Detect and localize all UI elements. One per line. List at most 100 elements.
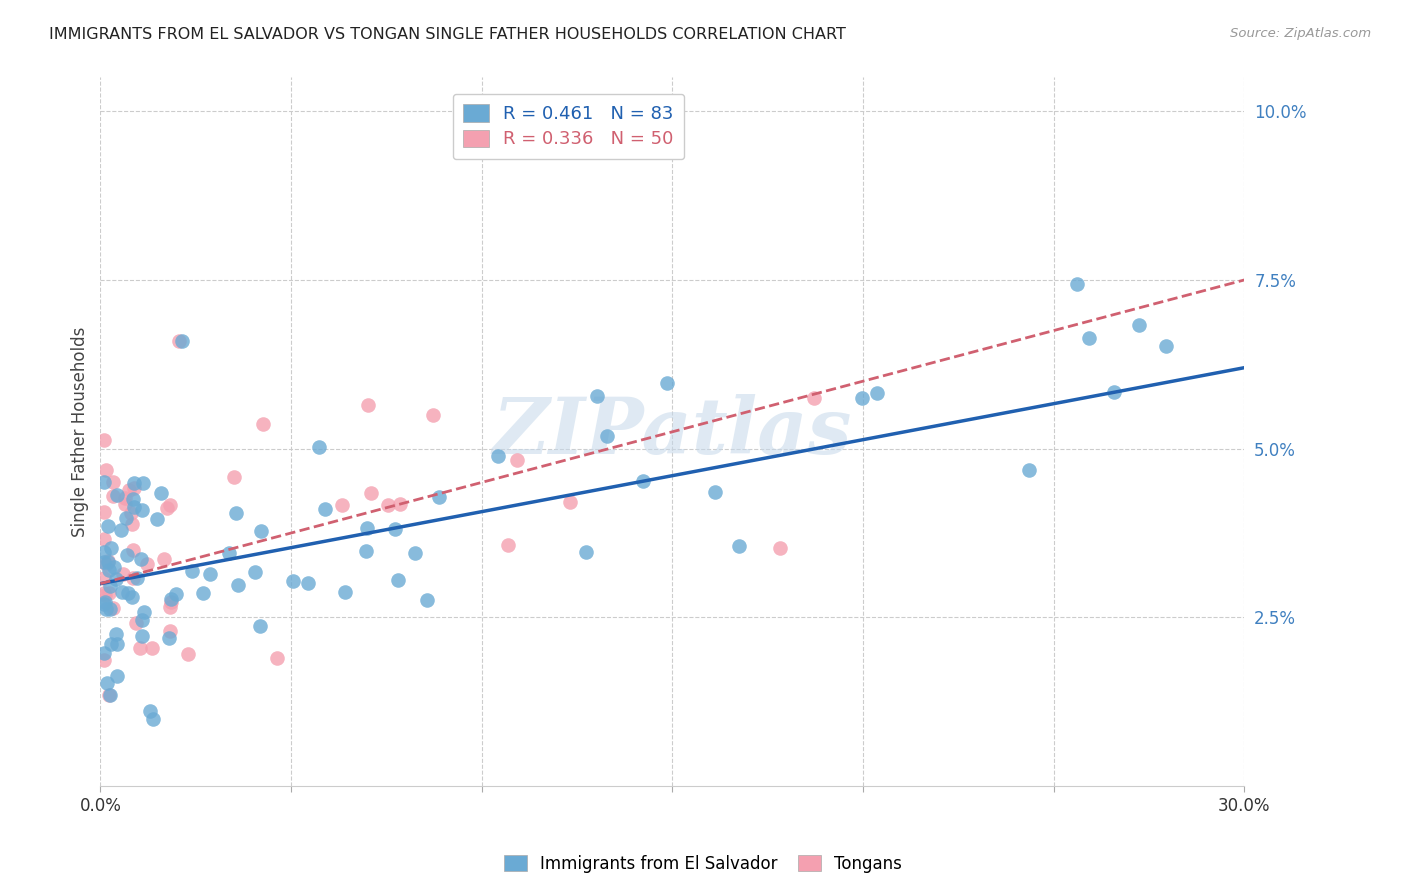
Point: [132, 605, 155, 619]
Point: [125, 615, 148, 630]
Point: [159, 624, 181, 638]
Point: [159, 594, 181, 608]
Point: [98, 688, 121, 702]
Point: [115, 549, 138, 563]
Point: [330, 498, 353, 512]
Point: [93, 653, 115, 667]
Point: [105, 627, 128, 641]
Point: [105, 669, 128, 683]
Point: [117, 585, 139, 599]
Point: [193, 586, 215, 600]
Point: [172, 334, 194, 348]
Point: [249, 524, 271, 538]
Point: [416, 592, 439, 607]
Point: [94, 557, 117, 571]
Point: [131, 629, 153, 643]
Point: [387, 573, 409, 587]
Point: [93, 433, 115, 447]
Point: [120, 506, 142, 520]
Point: [139, 704, 162, 718]
Point: [121, 517, 143, 532]
Point: [769, 541, 792, 556]
Point: [93, 532, 115, 546]
Point: [125, 571, 148, 585]
Point: [243, 565, 266, 579]
Point: [97, 519, 120, 533]
Point: [98, 602, 121, 616]
Point: [377, 498, 399, 512]
Point: [159, 498, 181, 512]
Legend: Immigrants from El Salvador, Tongans: Immigrants from El Salvador, Tongans: [496, 848, 910, 880]
Point: [388, 497, 411, 511]
Point: [93, 646, 115, 660]
Point: [122, 492, 145, 507]
Point: [226, 578, 249, 592]
Point: [93, 555, 115, 569]
Point: [97, 585, 120, 599]
Point: [93, 505, 115, 519]
Point: [496, 538, 519, 552]
Point: [121, 543, 143, 558]
Point: [153, 552, 176, 566]
Point: [93, 475, 115, 489]
Point: [333, 584, 356, 599]
Point: [97, 563, 120, 577]
Point: [122, 571, 145, 585]
Point: [98, 579, 121, 593]
Point: [131, 613, 153, 627]
Point: [114, 497, 136, 511]
Point: [103, 600, 125, 615]
Point: [93, 585, 115, 599]
Point: [93, 545, 115, 559]
Point: [357, 398, 380, 412]
Point: [586, 389, 609, 403]
Point: [1102, 384, 1125, 399]
Point: [105, 487, 128, 501]
Point: [97, 554, 120, 568]
Point: [159, 599, 181, 614]
Point: [94, 589, 117, 603]
Point: [167, 334, 190, 349]
Point: [486, 450, 509, 464]
Point: [657, 376, 679, 390]
Point: [112, 567, 135, 582]
Point: [574, 544, 596, 558]
Y-axis label: Single Father Households: Single Father Households: [72, 326, 89, 537]
Point: [122, 482, 145, 496]
Point: [118, 483, 141, 498]
Point: [266, 651, 288, 665]
Point: [803, 391, 825, 405]
Point: [107, 637, 129, 651]
Point: [98, 688, 121, 702]
Point: [131, 503, 153, 517]
Point: [105, 573, 128, 587]
Point: [354, 544, 377, 558]
Point: [249, 619, 271, 633]
Point: [218, 545, 240, 559]
Point: [97, 555, 120, 569]
Text: IMMIGRANTS FROM EL SALVADOR VS TONGAN SINGLE FATHER HOUSEHOLDS CORRELATION CHART: IMMIGRANTS FROM EL SALVADOR VS TONGAN SI…: [49, 27, 846, 42]
Point: [149, 485, 172, 500]
Legend: R = 0.461   N = 83, R = 0.336   N = 50: R = 0.461 N = 83, R = 0.336 N = 50: [453, 94, 685, 159]
Point: [1078, 331, 1101, 345]
Point: [122, 475, 145, 490]
Point: [1066, 277, 1088, 292]
Point: [252, 417, 274, 431]
Point: [101, 489, 124, 503]
Point: [94, 463, 117, 477]
Point: [631, 474, 654, 488]
Point: [1128, 318, 1150, 333]
Point: [360, 486, 382, 500]
Point: [135, 557, 157, 571]
Point: [110, 523, 132, 537]
Text: Source: ZipAtlas.com: Source: ZipAtlas.com: [1230, 27, 1371, 40]
Point: [142, 712, 165, 726]
Point: [308, 441, 330, 455]
Point: [356, 521, 378, 535]
Point: [96, 676, 118, 690]
Point: [404, 546, 426, 560]
Point: [427, 490, 450, 504]
Point: [96, 602, 118, 616]
Point: [1018, 463, 1040, 477]
Point: [314, 502, 336, 516]
